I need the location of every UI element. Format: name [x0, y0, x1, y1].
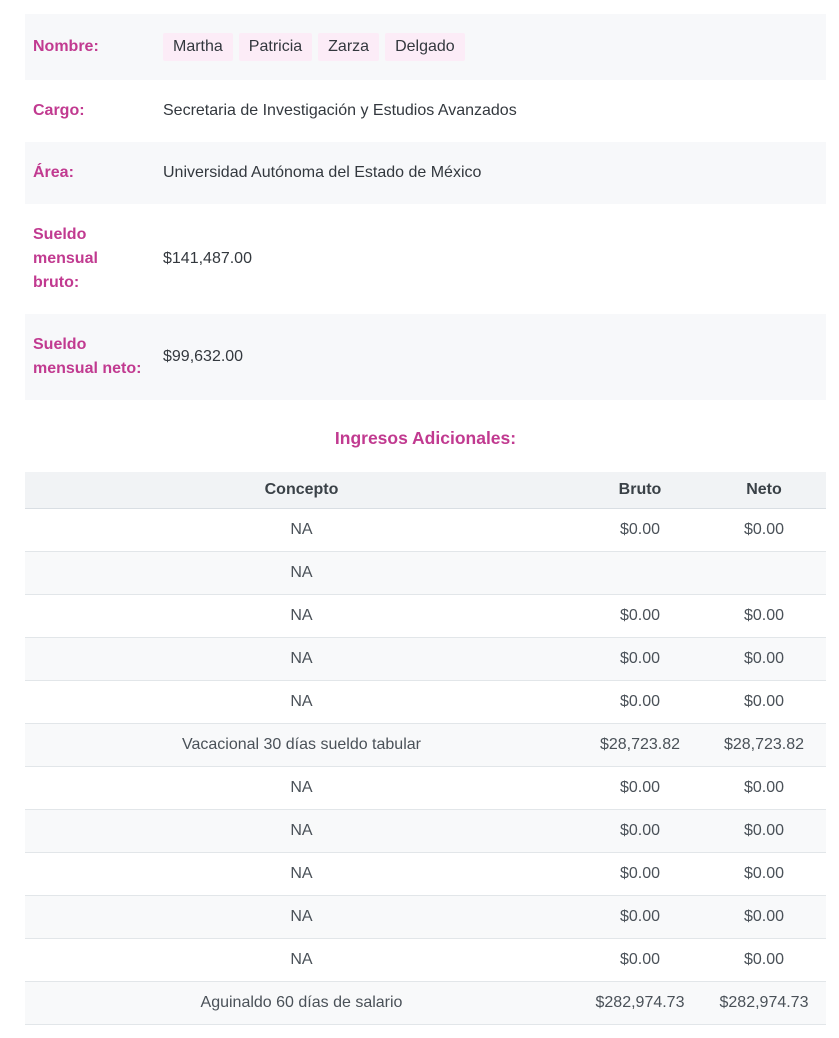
cell-neto: $0.00	[702, 938, 826, 982]
cell-bruto: $282,974.73	[578, 981, 702, 1025]
table-row: Aguinaldo 60 días de salario $282,974.73 $…	[25, 981, 826, 1025]
cell-neto: $0.00	[702, 809, 826, 853]
table-row: NA $0.00 $0.00	[25, 852, 826, 896]
table-row: NA $0.00 $0.00	[25, 895, 826, 939]
cell-concepto: NA	[25, 508, 578, 552]
profile-row: Cargo: Secretaria de Investigación y Estu…	[25, 80, 826, 142]
profile-label: Área:	[33, 164, 74, 181]
column-header-neto: Neto	[702, 472, 826, 509]
cell-bruto: $0.00	[578, 637, 702, 681]
cell-bruto: $0.00	[578, 852, 702, 896]
cell-neto: $28,723.82	[702, 723, 826, 767]
cell-concepto: NA	[25, 766, 578, 810]
cell-bruto: $0.00	[578, 766, 702, 810]
cell-neto: $0.00	[702, 508, 826, 552]
cell-concepto: NA	[25, 594, 578, 638]
cell-neto: $0.00	[702, 895, 826, 939]
column-header-bruto: Bruto	[578, 472, 702, 509]
profile-label: Sueldo mensual bruto:	[33, 226, 98, 291]
cell-neto: $0.00	[702, 852, 826, 896]
profile-row: Área: Universidad Autónoma del Estado de …	[25, 142, 826, 204]
cell-concepto: Vacacional 30 días sueldo tabular	[25, 723, 578, 767]
cell-neto: $0.00	[702, 637, 826, 681]
cell-bruto: $0.00	[578, 809, 702, 853]
profile-label: Nombre:	[33, 38, 99, 55]
table-row: Vacacional 30 días sueldo tabular $28,723…	[25, 723, 826, 767]
name-chip: Martha	[163, 33, 233, 61]
cell-neto: $0.00	[702, 594, 826, 638]
name-chip-group: Martha Patricia Zarza Delgado	[163, 33, 465, 61]
additional-income-title: Ingresos Adicionales:	[334, 428, 517, 448]
salary-transparency-page: Nombre: Martha Patricia Zarza Delgado Cargo: S…	[25, 14, 826, 1025]
cell-neto: $0.00	[702, 766, 826, 810]
cell-bruto: $0.00	[578, 680, 702, 724]
cell-concepto: NA	[25, 852, 578, 896]
table-row: NA $0.00 $0.00	[25, 508, 826, 552]
table-row: NA $0.00 $0.00	[25, 637, 826, 681]
name-chip: Zarza	[318, 33, 380, 61]
cell-concepto: NA	[25, 551, 578, 595]
cell-concepto: NA	[25, 809, 578, 853]
cell-concepto: NA	[25, 637, 578, 681]
profile-value: Secretaria de Investigación y Estudios A…	[163, 102, 517, 119]
cell-neto: $0.00	[702, 680, 826, 724]
cell-concepto: NA	[25, 938, 578, 982]
profile-row: Nombre: Martha Patricia Zarza Delgado	[25, 14, 826, 80]
profile-label: Sueldo mensual neto:	[33, 336, 142, 377]
name-chip: Delgado	[385, 33, 465, 61]
additional-income-table: Concepto Bruto Neto NA $0.00 $0.00 NA NA $0.0…	[25, 472, 826, 1025]
name-chip: Patricia	[238, 33, 313, 61]
table-row: NA $0.00 $0.00	[25, 594, 826, 638]
table-row: NA $0.00 $0.00	[25, 766, 826, 810]
table-row: NA $0.00 $0.00	[25, 809, 826, 853]
cell-concepto: Aguinaldo 60 días de salario	[25, 981, 578, 1025]
cell-bruto: $0.00	[578, 594, 702, 638]
cell-neto: $282,974.73	[702, 981, 826, 1025]
table-header-row: Concepto Bruto Neto	[25, 472, 826, 509]
cell-bruto: $0.00	[578, 508, 702, 552]
table-row: NA $0.00 $0.00	[25, 938, 826, 982]
cell-concepto: NA	[25, 895, 578, 939]
cell-bruto: $28,723.82	[578, 723, 702, 767]
cell-concepto: NA	[25, 680, 578, 724]
profile-label: Cargo:	[33, 102, 85, 119]
profile-value: $141,487.00	[163, 250, 252, 267]
cell-bruto: $0.00	[578, 938, 702, 982]
profile-row: Sueldo mensual neto: $99,632.00	[25, 314, 826, 400]
profile-value: $99,632.00	[163, 348, 244, 365]
profile-value: Universidad Autónoma del Estado de Méxic…	[163, 164, 482, 181]
table-row: NA $0.00 $0.00	[25, 680, 826, 724]
column-header-concepto: Concepto	[25, 472, 578, 509]
cell-bruto: $0.00	[578, 895, 702, 939]
employee-profile-section: Nombre: Martha Patricia Zarza Delgado Cargo: S…	[25, 14, 826, 400]
profile-row: Sueldo mensual bruto: $141,487.00	[25, 204, 826, 314]
cell-bruto	[578, 551, 702, 595]
table-row: NA	[25, 551, 826, 595]
cell-neto	[702, 551, 826, 595]
